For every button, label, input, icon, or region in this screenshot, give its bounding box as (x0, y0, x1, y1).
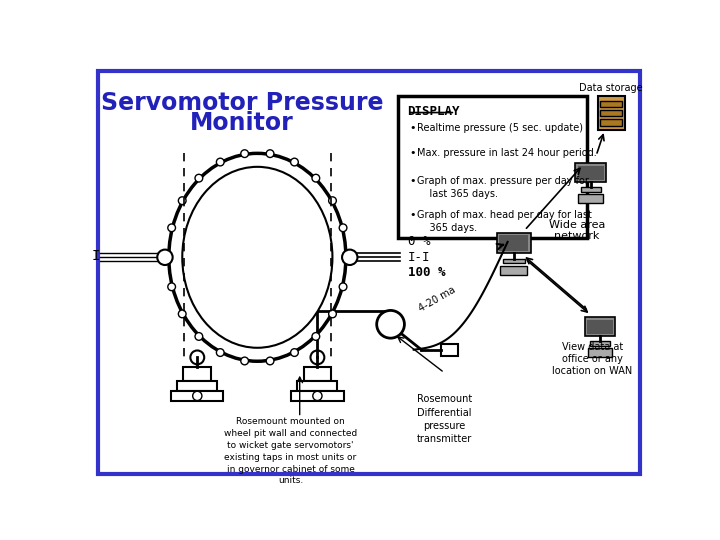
Text: View data at
office or any
location on WAN: View data at office or any location on W… (552, 342, 632, 375)
Text: Max. pressure in last 24 hour period.: Max. pressure in last 24 hour period. (417, 148, 596, 158)
Circle shape (157, 249, 173, 265)
Bar (304, 367, 331, 381)
Bar (503, 259, 525, 264)
Bar (585, 318, 616, 336)
Bar (184, 367, 211, 381)
Bar (398, 96, 587, 238)
Text: •: • (409, 148, 415, 158)
Text: Graph of max. head per day for last
    365 days.: Graph of max. head per day for last 365 … (417, 210, 592, 233)
Text: •: • (409, 176, 415, 186)
Circle shape (266, 150, 274, 158)
Text: Wide area
network: Wide area network (549, 220, 605, 241)
Bar (171, 392, 223, 401)
Bar (177, 381, 217, 392)
Text: Servomotor Pressure: Servomotor Pressure (101, 91, 383, 116)
Circle shape (195, 333, 203, 340)
Bar (600, 119, 622, 126)
Bar (600, 101, 622, 107)
Circle shape (328, 197, 336, 205)
Text: Graph of max. pressure per day for
    last 365 days.: Graph of max. pressure per day for last … (417, 176, 589, 199)
Circle shape (312, 333, 320, 340)
Circle shape (168, 224, 176, 232)
Circle shape (164, 253, 172, 261)
Bar (291, 392, 343, 401)
Circle shape (179, 197, 186, 205)
Circle shape (342, 249, 357, 265)
Circle shape (217, 158, 224, 166)
Bar (575, 164, 606, 182)
Bar (590, 341, 610, 346)
Circle shape (193, 392, 202, 401)
Bar (499, 235, 528, 251)
Text: Monitor: Monitor (190, 111, 294, 134)
Circle shape (266, 357, 274, 365)
Bar (500, 266, 527, 275)
Text: Data storage: Data storage (579, 83, 642, 93)
Circle shape (240, 150, 248, 158)
Bar (441, 343, 457, 356)
Text: 4-20 ma: 4-20 ma (417, 285, 457, 314)
Circle shape (179, 310, 186, 318)
Text: •: • (409, 123, 415, 133)
Circle shape (339, 283, 347, 291)
Bar (588, 348, 612, 357)
Bar (297, 381, 338, 392)
Text: Rosemount mounted on
wheel pit wall and connected
to wicket gate servomotors'
ex: Rosemount mounted on wheel pit wall and … (224, 417, 357, 485)
Bar (577, 166, 604, 179)
Bar (578, 194, 603, 204)
Text: DISPLAY: DISPLAY (408, 105, 460, 118)
Circle shape (240, 357, 248, 365)
Circle shape (291, 158, 298, 166)
Text: I: I (91, 249, 100, 263)
Circle shape (195, 174, 203, 182)
Circle shape (312, 174, 320, 182)
Text: Rosemount
Differential
pressure
transmitter: Rosemount Differential pressure transmit… (417, 394, 472, 444)
Text: •: • (409, 210, 415, 220)
Circle shape (168, 283, 176, 291)
Circle shape (190, 350, 204, 365)
Bar (598, 96, 625, 130)
Bar (581, 187, 600, 192)
Bar (600, 110, 622, 117)
Circle shape (310, 350, 324, 365)
Text: Realtime pressure (5 sec. update): Realtime pressure (5 sec. update) (417, 123, 582, 133)
Bar (587, 320, 613, 334)
Circle shape (377, 310, 405, 338)
Circle shape (291, 349, 298, 356)
Circle shape (343, 253, 351, 261)
Text: −: − (382, 315, 399, 334)
Circle shape (217, 349, 224, 356)
Circle shape (339, 224, 347, 232)
Text: I-I: I-I (408, 251, 430, 264)
Ellipse shape (168, 153, 346, 361)
Text: 0 %: 0 % (408, 235, 430, 248)
Text: 100 %: 100 % (408, 266, 445, 279)
Ellipse shape (182, 167, 333, 348)
Bar (497, 233, 531, 253)
Circle shape (328, 310, 336, 318)
Circle shape (312, 392, 322, 401)
